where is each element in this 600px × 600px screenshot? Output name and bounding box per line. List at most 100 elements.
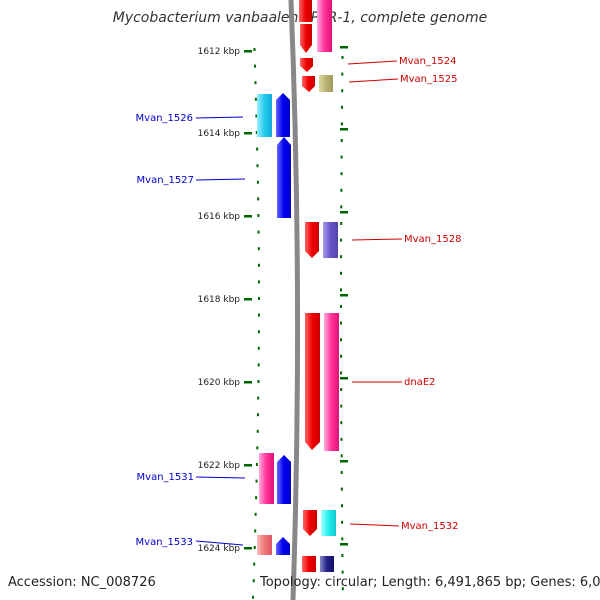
kbp-tick-right [340,211,348,214]
scale-dot [254,529,257,533]
kbp-scale: 1612 kbp 1614 kbp 1616 kbp 1618 kbp 1620 kbp… [198,46,348,554]
gene-block-mvan-1533-salmon[interactable] [257,535,272,555]
kbp-tick-right [340,377,348,380]
scale-dot [252,579,255,583]
scale-dot [257,380,260,383]
scale-dot [340,255,343,259]
scale-dot [341,56,344,59]
gene-label-mvan-1528[interactable]: Mvan_1528 [404,234,461,245]
scale-dot [340,139,343,142]
scale-dot [340,305,342,308]
scale-dot [253,562,256,566]
gene-block-mvan-1532[interactable] [303,510,317,536]
genome-backbone [288,0,301,600]
scale-dot [340,321,342,325]
scale-dot [341,587,344,591]
scale-dot [340,404,343,408]
gene-label-mvan-1525[interactable]: Mvan_1525 [400,74,457,85]
gene-label-mvan-1532[interactable]: Mvan_1532 [401,521,458,532]
gene-label-mvan-1531[interactable]: Mvan_1531 [137,472,194,483]
gene-block-mvan-1528-purple[interactable] [323,222,338,258]
gene-label-mvan-1533[interactable]: Mvan_1533 [136,537,193,548]
scale-dot [255,131,258,134]
kbp-tick [244,547,252,550]
scale-dot [340,454,343,458]
scale-dots-right [340,56,344,591]
scale-dot [340,471,343,474]
gene-block-red-upper[interactable] [300,24,312,53]
scale-dot [258,297,260,300]
accession-text: Accession: NC_008726 [8,575,156,590]
scale-dot [255,463,258,466]
scale-dot [257,230,260,234]
scale-dot [340,122,343,126]
scale-dot [340,388,343,391]
scale-dot [255,114,258,118]
scale-dot [254,81,257,85]
scale-dot [252,595,255,599]
scale-dot [256,147,259,151]
scale-dot [257,247,260,251]
scale-dot [257,214,260,217]
scale-dot [255,479,258,483]
label-leaders [195,60,403,546]
gene-block-mvan-1528[interactable] [305,222,319,258]
gene-block-bottom-navy[interactable] [320,556,334,572]
scale-dot [258,280,260,284]
scale-dot [257,330,260,334]
gene-label-mvan-1524[interactable]: Mvan_1524 [399,56,456,67]
scale-dot [257,346,260,350]
gene-block-mvan-1531[interactable] [277,455,291,504]
scale-dot [257,413,259,417]
scale-dot [254,512,257,516]
scale-dot [341,520,344,524]
scale-dot [257,197,260,201]
scale-dot [341,105,343,109]
kbp-tick-right [340,128,348,131]
scale-dot [340,238,343,242]
scale-dot [340,371,343,375]
scale-dot [341,537,344,541]
gene-block-mvan-1524[interactable] [299,0,312,22]
scale-dot [340,421,343,425]
gene-block-mvan-1531-pink[interactable] [259,453,274,504]
gene-block-mvan-1524-pink[interactable] [317,0,332,52]
kbp-tick-right [340,460,348,463]
scale-dot [340,172,343,176]
kbp-tick [244,132,252,135]
kbp-label: 1612 kbp [198,47,241,57]
kbp-tick [244,215,252,218]
kbp-tick-right [340,294,348,297]
scale-dot [256,164,259,168]
gene-block-dnae2-pink[interactable] [324,313,339,451]
scale-dot [257,363,260,367]
kbp-label: 1618 kbp [198,295,241,305]
gene-block-mvan-1525[interactable] [302,76,315,92]
scale-dot [340,288,342,292]
gene-label-dnae2[interactable]: dnaE2 [404,377,436,388]
kbp-label: 1624 kbp [198,544,241,554]
gene-block-mvan-1526-cyan[interactable] [257,94,272,137]
gene-blocks [257,0,339,572]
gene-block-mvan-1533[interactable] [276,537,290,555]
gene-block-dnae2[interactable] [305,313,320,450]
gene-block-mvan-1527[interactable] [277,137,291,218]
scale-dot [257,263,260,267]
gene-block-mvan-1525-red[interactable] [300,58,313,72]
kbp-label: 1622 kbp [198,461,241,471]
gene-block-mvan-1526[interactable] [276,93,290,137]
scale-dot [340,188,343,192]
genome-stats-text: Topology: circular; Length: 6,491,865 bp… [260,575,600,590]
kbp-tick [244,298,252,301]
kbp-tick [244,381,252,384]
scale-dot [256,180,259,184]
scale-dot [340,487,343,491]
gene-label-mvan-1527[interactable]: Mvan_1527 [137,175,194,186]
gene-block-mvan-1525-khaki[interactable] [319,75,333,92]
gene-block-mvan-1532-cyan[interactable] [321,510,336,536]
scale-dot [255,496,258,500]
gene-block-bottom-red[interactable] [302,556,316,572]
scale-dot [340,155,343,159]
gene-label-mvan-1526[interactable]: Mvan_1526 [136,113,193,124]
